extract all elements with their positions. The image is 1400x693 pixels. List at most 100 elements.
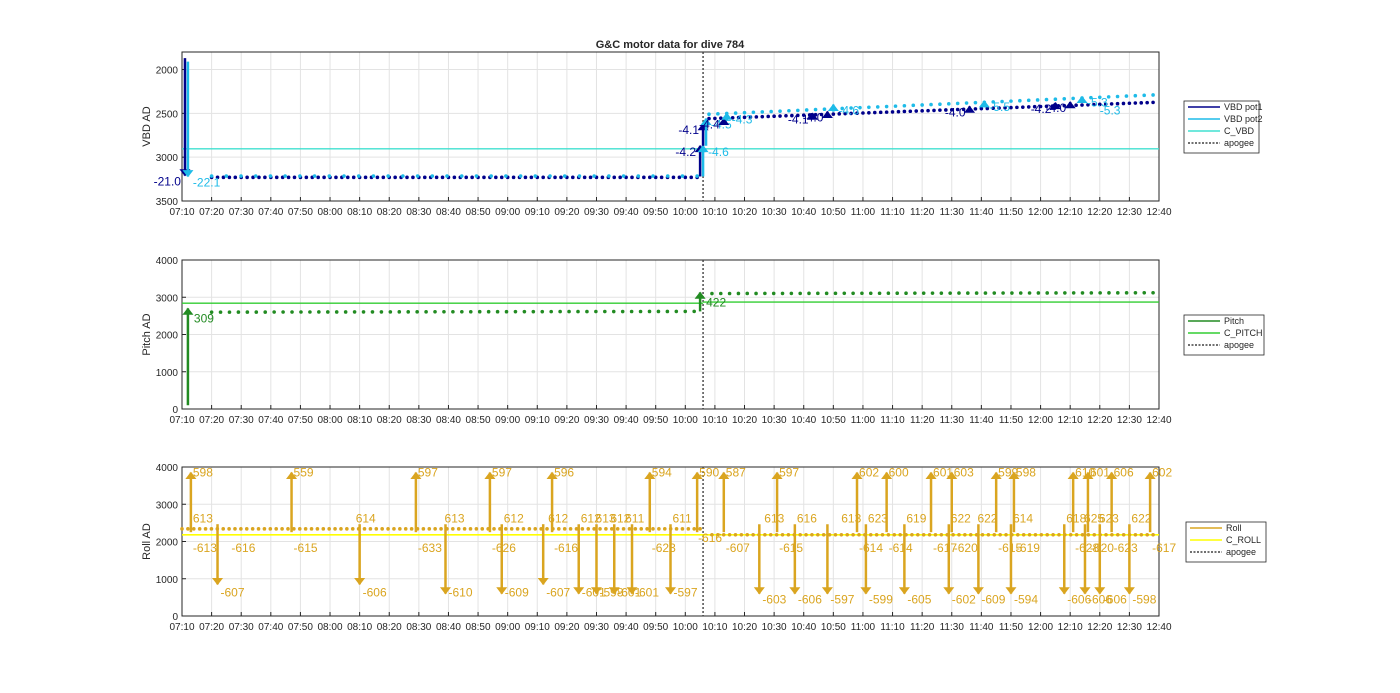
vbd-pot1-point bbox=[304, 175, 309, 180]
pitch-arrow-head bbox=[694, 291, 706, 299]
y-tick-label: 2500 bbox=[156, 109, 179, 120]
vbd-arrow-head bbox=[964, 105, 976, 113]
pitch-point bbox=[263, 310, 268, 314]
roll-top-label: 598 bbox=[1016, 466, 1036, 480]
vbd-pot1-point bbox=[571, 175, 575, 180]
roll-mid-label: 611 bbox=[673, 511, 692, 525]
roll-point bbox=[816, 532, 820, 537]
vbd-pot1-point bbox=[482, 175, 486, 180]
pitch-point bbox=[406, 310, 411, 314]
pitch-point bbox=[1036, 291, 1041, 295]
roll-drop-label: -607 bbox=[546, 585, 570, 599]
x-tick-label: 08:10 bbox=[347, 207, 372, 218]
vbd-pot2-point bbox=[592, 174, 596, 178]
legend-entry: VBD pot1 bbox=[1224, 102, 1263, 112]
roll-bottom-label: -620 bbox=[954, 541, 978, 555]
vbd-pot1-point bbox=[363, 175, 368, 180]
roll-point bbox=[727, 532, 732, 537]
pitch-point bbox=[1063, 291, 1067, 295]
pitch-point bbox=[495, 309, 500, 314]
roll-point bbox=[615, 527, 620, 531]
vbd-pot2-point bbox=[964, 101, 969, 105]
roll-point bbox=[433, 527, 437, 531]
pitch-point bbox=[415, 310, 419, 314]
vbd-pot2-point bbox=[893, 104, 898, 108]
vbd-arrow-head bbox=[821, 110, 833, 118]
roll-point bbox=[1086, 532, 1091, 537]
x-tick-label: 11:50 bbox=[999, 622, 1024, 633]
vbd-pot1-point bbox=[683, 175, 688, 180]
roll-mid-label: 613 bbox=[193, 511, 213, 525]
vbd-pot1-point bbox=[422, 175, 427, 180]
pitch-point bbox=[824, 291, 829, 296]
roll-drop-label: -597 bbox=[674, 585, 698, 599]
roll-point bbox=[810, 532, 814, 537]
vbd-pot1-point bbox=[1074, 103, 1078, 108]
x-tick-label: 11:50 bbox=[999, 415, 1024, 426]
vbd-pot2-point bbox=[1035, 98, 1040, 102]
vbd-pot2-point bbox=[867, 105, 871, 110]
x-tick-label: 09:20 bbox=[554, 415, 579, 426]
pitch-point bbox=[513, 309, 518, 314]
pitch-point bbox=[656, 309, 661, 314]
roll-down-arrow-head bbox=[590, 587, 603, 595]
x-tick-label: 11:10 bbox=[880, 622, 905, 633]
roll-up-arrow-head bbox=[1008, 471, 1020, 479]
pitch-point bbox=[352, 310, 357, 314]
pitch-point bbox=[477, 309, 482, 314]
vbd-pot2-point bbox=[636, 174, 641, 178]
roll-drop-label: -606 bbox=[1103, 593, 1127, 607]
roll-point bbox=[874, 532, 879, 537]
x-tick-label: 09:40 bbox=[614, 207, 639, 218]
y-tick-label: 3000 bbox=[156, 153, 179, 164]
x-tick-label: 09:10 bbox=[525, 207, 550, 218]
vbd-arrow-head bbox=[697, 144, 709, 153]
x-tick-label: 11:10 bbox=[880, 207, 905, 218]
roll-point bbox=[698, 527, 702, 531]
x-tick-label: 12:20 bbox=[1087, 207, 1112, 218]
pitch-point bbox=[745, 291, 750, 296]
vbd-pot1-point bbox=[245, 175, 249, 180]
x-tick-label: 11:20 bbox=[910, 622, 935, 633]
vbd-pot1-point bbox=[902, 109, 907, 114]
x-tick-label: 12:20 bbox=[1087, 415, 1112, 426]
roll-down-arrow-head bbox=[1005, 587, 1017, 595]
roll-bottom-label: -614 bbox=[859, 541, 883, 555]
roll-point bbox=[274, 527, 279, 531]
roll-point bbox=[798, 532, 802, 537]
vbd-pot1-point bbox=[955, 107, 960, 112]
roll-point bbox=[898, 532, 902, 537]
pitch-point bbox=[895, 291, 900, 296]
roll-point bbox=[662, 527, 667, 531]
vbd-pot2-point bbox=[822, 107, 827, 112]
roll-point bbox=[692, 527, 697, 531]
x-tick-label: 07:30 bbox=[229, 415, 254, 426]
roll-point bbox=[627, 527, 632, 531]
vbd-pot2-point bbox=[840, 106, 845, 111]
roll-point bbox=[1080, 532, 1085, 537]
x-tick-label: 09:40 bbox=[614, 415, 639, 426]
vbd-pot1-point bbox=[991, 106, 996, 111]
x-tick-label: 12:40 bbox=[1146, 622, 1171, 633]
vbd-pot1-point bbox=[257, 175, 261, 180]
x-tick-label: 10:00 bbox=[673, 622, 698, 633]
roll-point bbox=[392, 527, 396, 531]
roll-point bbox=[721, 532, 726, 537]
chart-title: G&C motor data for dive 784 bbox=[596, 39, 745, 51]
x-tick-label: 09:50 bbox=[643, 622, 668, 633]
x-tick-label: 07:10 bbox=[169, 207, 194, 218]
roll-point bbox=[321, 527, 326, 531]
pitch-point bbox=[638, 309, 643, 314]
x-tick-label: 11:40 bbox=[969, 415, 994, 426]
pitch-point bbox=[1115, 291, 1120, 295]
roll-point bbox=[939, 532, 944, 537]
pitch-point bbox=[877, 291, 882, 296]
vbd-arrow-head bbox=[700, 117, 712, 125]
vbd-pot2-point bbox=[283, 174, 287, 178]
roll-point bbox=[980, 532, 985, 537]
vbd-pot1-point bbox=[1044, 104, 1049, 109]
roll-point bbox=[998, 532, 1002, 537]
x-tick-label: 07:50 bbox=[288, 622, 313, 633]
vbd-pot1-point bbox=[914, 109, 919, 113]
roll-point bbox=[197, 527, 202, 531]
